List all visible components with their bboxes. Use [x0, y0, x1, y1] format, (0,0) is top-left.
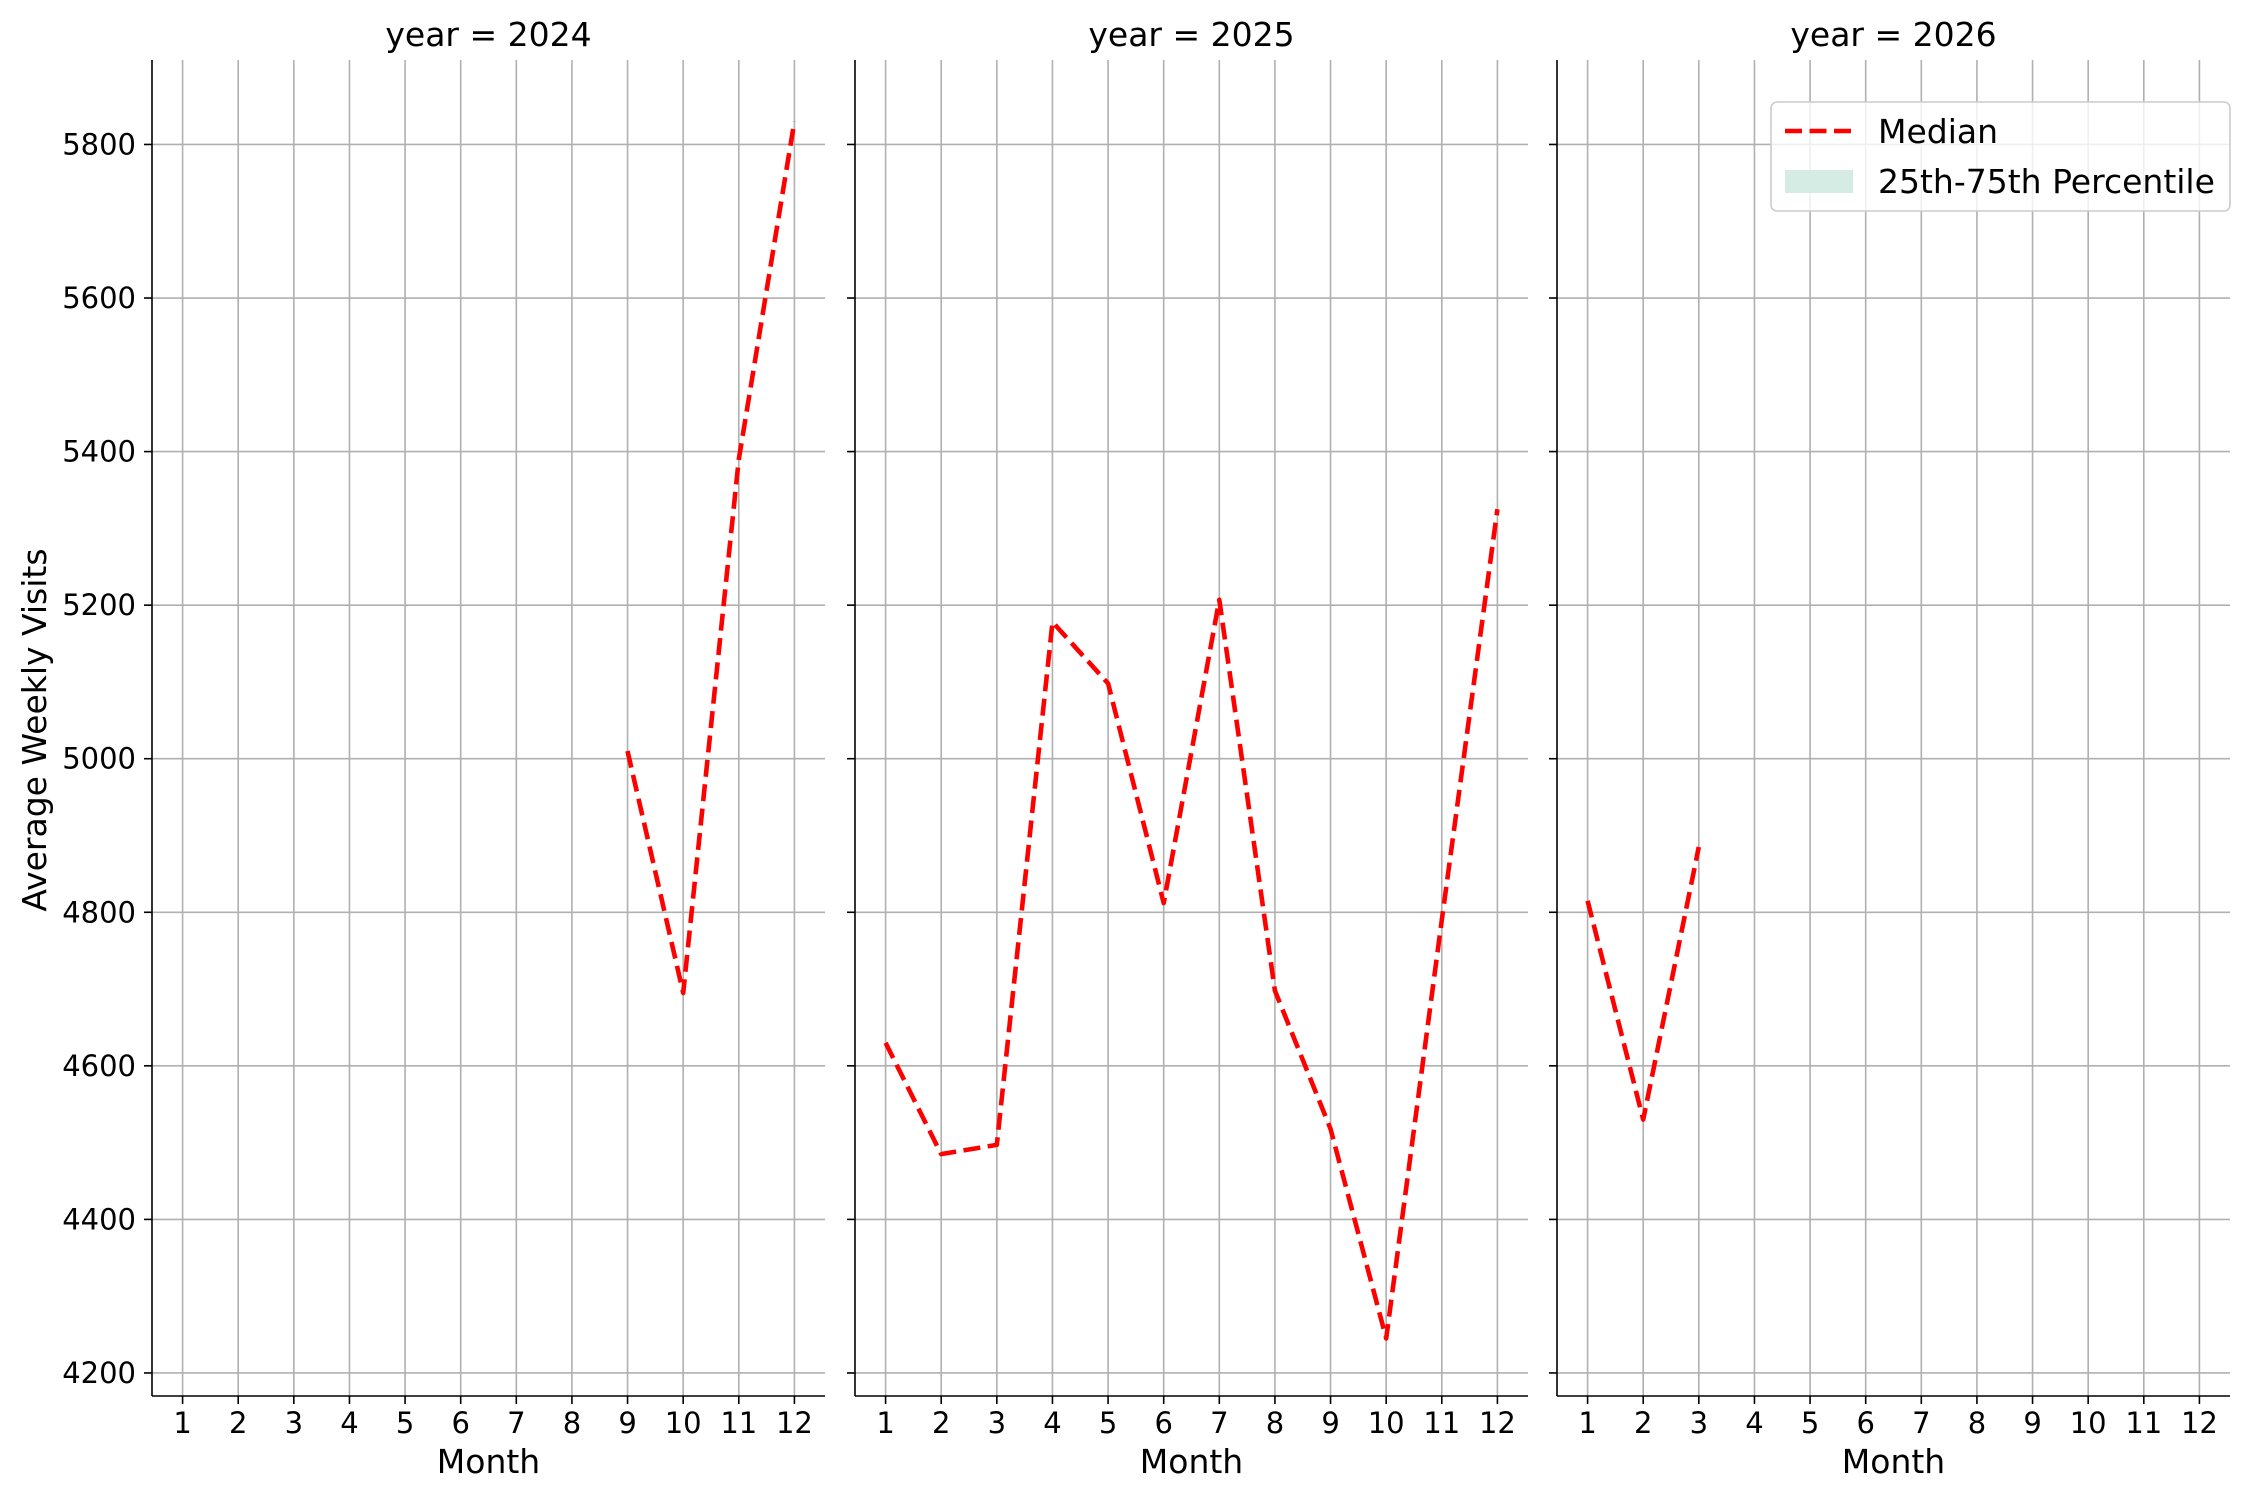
- x-tick-label: 3: [988, 1406, 1006, 1440]
- x-tick-label: 6: [1856, 1406, 1874, 1440]
- x-tick-label: 10: [2070, 1406, 2107, 1440]
- median-line: [625, 121, 797, 996]
- x-axis-label: Month: [437, 1442, 540, 1481]
- x-tick-label: 11: [720, 1406, 757, 1440]
- x-axis-label: Month: [1140, 1442, 1243, 1481]
- x-tick-label: 2: [1634, 1406, 1652, 1440]
- x-tick-label: 7: [507, 1406, 525, 1440]
- x-tick-label: 4: [340, 1406, 358, 1440]
- x-tick-label: 10: [1368, 1406, 1405, 1440]
- x-tick-label: 8: [1968, 1406, 1986, 1440]
- legend-label: 25th-75th Percentile: [1878, 162, 2215, 201]
- x-tick-label: 3: [1690, 1406, 1708, 1440]
- median-line: [1585, 846, 1702, 1122]
- x-tick-label: 5: [396, 1406, 414, 1440]
- x-tick-label: 4: [1745, 1406, 1763, 1440]
- x-tick-label: 1: [876, 1406, 894, 1440]
- x-tick-label: 12: [776, 1406, 813, 1440]
- legend-box: [1770, 101, 2231, 212]
- x-tick-label: 4: [1043, 1406, 1061, 1440]
- y-tick-label: 5000: [62, 742, 136, 776]
- x-tick-label: 5: [1801, 1406, 1819, 1440]
- x-tick-label: 2: [229, 1406, 247, 1440]
- x-axis-label: Month: [1842, 1442, 1945, 1481]
- y-tick-label: 4200: [62, 1356, 136, 1390]
- y-tick-label: 5800: [62, 127, 136, 161]
- y-tick-label: 4400: [62, 1202, 136, 1236]
- y-tick-label: 5400: [62, 435, 136, 469]
- y-tick-label: 5200: [62, 588, 136, 622]
- x-tick-label: 9: [2023, 1406, 2041, 1440]
- x-tick-label: 1: [1578, 1406, 1596, 1440]
- panel-title: year = 2025: [1088, 15, 1294, 54]
- legend-band-swatch: [1785, 170, 1853, 193]
- x-tick-label: 10: [665, 1406, 702, 1440]
- x-tick-label: 9: [618, 1406, 636, 1440]
- x-tick-label: 8: [563, 1406, 581, 1440]
- y-tick-label: 4800: [62, 895, 136, 929]
- x-tick-label: 2: [932, 1406, 950, 1440]
- x-tick-label: 11: [2125, 1406, 2162, 1440]
- x-tick-label: 8: [1266, 1406, 1284, 1440]
- x-tick-label: 12: [1479, 1406, 1516, 1440]
- panel-title: year = 2024: [385, 15, 591, 54]
- x-tick-label: 9: [1321, 1406, 1339, 1440]
- x-tick-label: 3: [285, 1406, 303, 1440]
- y-tick-label: 4600: [62, 1049, 136, 1083]
- legend: Median 25th-75th Percentile: [1770, 101, 2231, 212]
- median-line: [883, 508, 1500, 1341]
- x-tick-label: 1: [173, 1406, 191, 1440]
- x-tick-label: 6: [451, 1406, 469, 1440]
- legend-label: Median: [1878, 112, 1998, 151]
- y-tick-label: 5600: [62, 281, 136, 315]
- x-tick-label: 6: [1154, 1406, 1172, 1440]
- panel-title: year = 2026: [1790, 15, 1996, 54]
- y-axis-label: Average Weekly Visits: [15, 548, 54, 911]
- x-tick-label: 12: [2181, 1406, 2218, 1440]
- x-tick-label: 5: [1099, 1406, 1117, 1440]
- x-tick-label: 7: [1210, 1406, 1228, 1440]
- x-tick-label: 7: [1912, 1406, 1930, 1440]
- x-tick-label: 11: [1423, 1406, 1460, 1440]
